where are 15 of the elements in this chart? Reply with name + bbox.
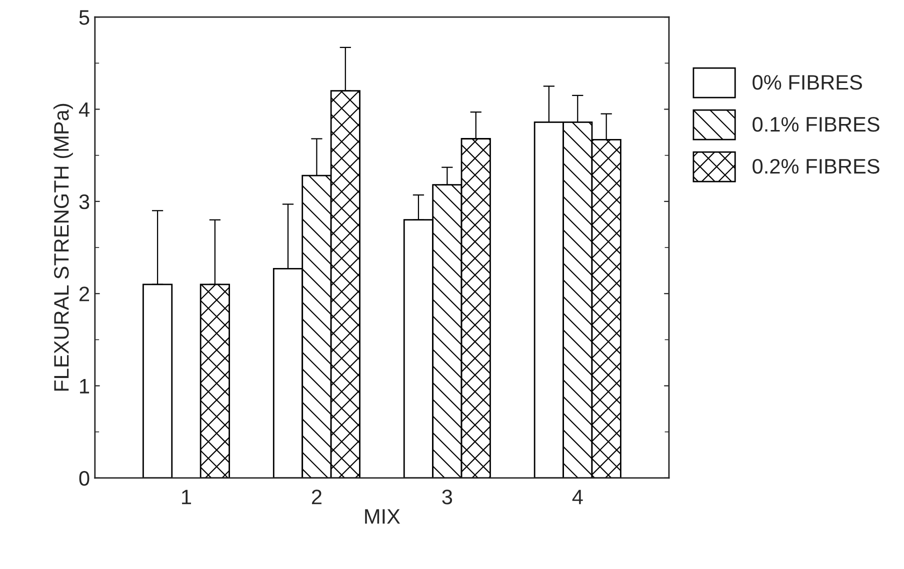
x-tick-label: 2: [312, 490, 322, 504]
legend-label: 0.2% FIBRES: [752, 158, 880, 174]
y-tick-label: 2: [80, 286, 90, 302]
y-tick-label: 5: [79, 10, 90, 25]
y-tick-label: 4: [78, 102, 90, 117]
legend-label: 0.1% FIBRES: [752, 116, 880, 132]
legend-label: 0% FIBRES: [752, 74, 862, 90]
y-tick-label: 0: [79, 470, 90, 486]
x-tick-label: 4: [572, 490, 583, 504]
x-axis-title: MIX: [365, 509, 400, 524]
x-tick-label: 3: [442, 490, 452, 504]
y-tick-label: 1: [80, 379, 90, 394]
x-tick-label: 1: [182, 490, 192, 504]
y-tick-label: 3: [79, 194, 90, 210]
y-axis-title: FLEXURAL STRENGTH (MPa): [53, 104, 73, 391]
